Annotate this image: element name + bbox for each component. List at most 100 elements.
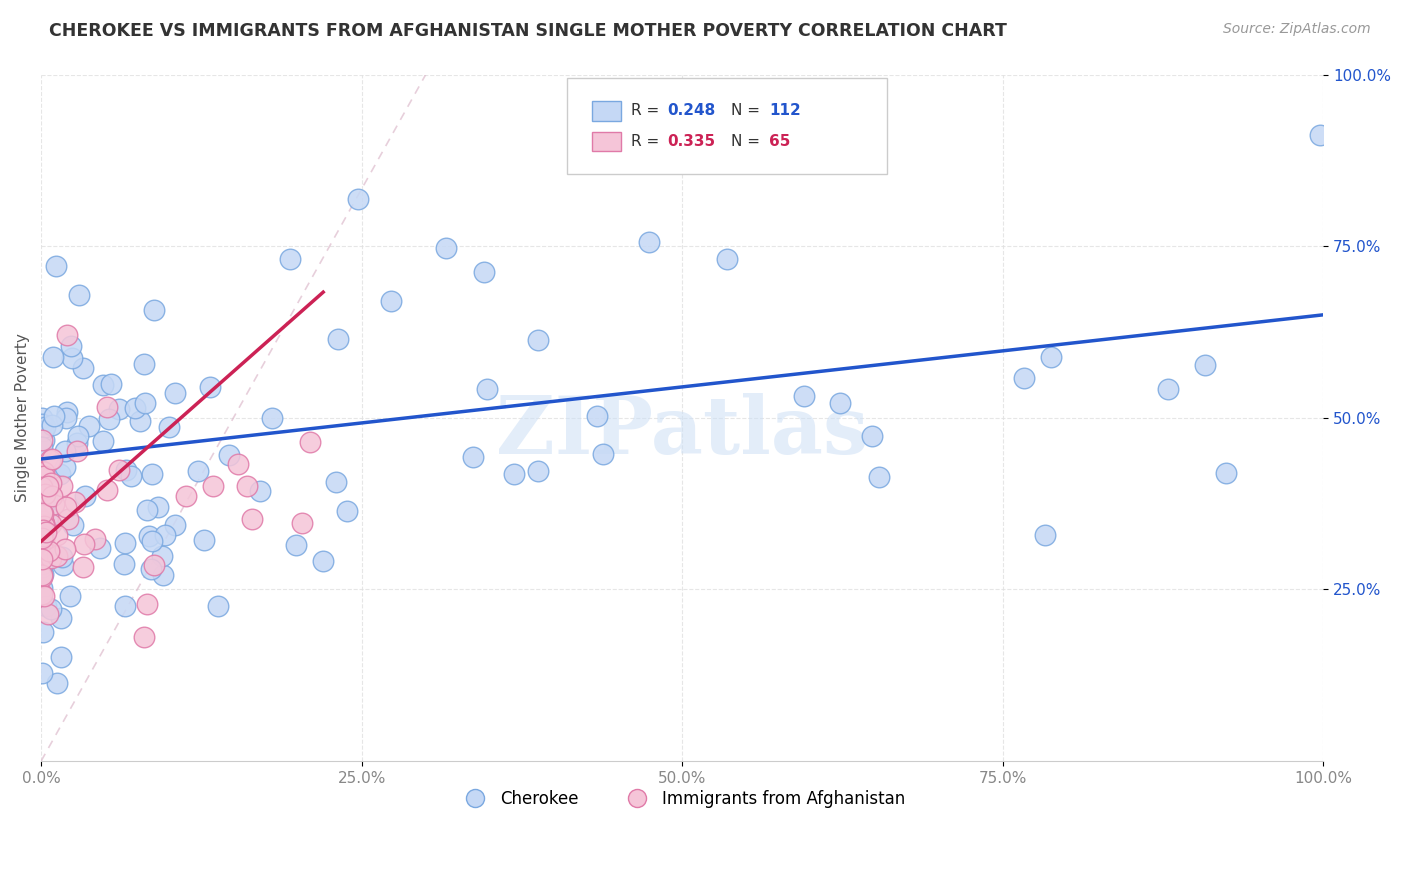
Point bbox=[114, 599, 136, 613]
Point bbox=[32, 494, 55, 508]
Point bbox=[278, 252, 301, 266]
Point bbox=[46, 528, 69, 542]
Point bbox=[153, 527, 176, 541]
Point bbox=[41, 489, 63, 503]
Point bbox=[45, 259, 67, 273]
Y-axis label: Single Mother Poverty: Single Mother Poverty bbox=[15, 334, 30, 502]
Bar bbox=[592, 131, 620, 151]
Point bbox=[1039, 350, 1062, 364]
Point bbox=[31, 524, 53, 539]
Point bbox=[114, 536, 136, 550]
Point bbox=[249, 484, 271, 499]
Point bbox=[174, 489, 197, 503]
Point bbox=[31, 506, 53, 520]
Point bbox=[32, 517, 55, 532]
Point bbox=[1309, 128, 1331, 142]
Text: 0.248: 0.248 bbox=[666, 103, 716, 119]
Point bbox=[32, 433, 55, 447]
Point bbox=[31, 547, 53, 561]
Point bbox=[503, 467, 526, 481]
Point bbox=[53, 459, 76, 474]
Point bbox=[60, 351, 83, 365]
Point bbox=[262, 411, 284, 425]
Point bbox=[49, 610, 72, 624]
Point bbox=[527, 464, 550, 478]
Point bbox=[31, 541, 53, 555]
Point bbox=[291, 516, 314, 530]
Point bbox=[139, 562, 162, 576]
Point bbox=[31, 519, 53, 533]
Point bbox=[284, 538, 307, 552]
Point bbox=[32, 590, 55, 604]
Point bbox=[107, 463, 129, 477]
Point bbox=[89, 541, 111, 555]
Point bbox=[475, 382, 498, 396]
Point bbox=[63, 495, 86, 509]
Point bbox=[236, 479, 259, 493]
Point bbox=[35, 524, 58, 539]
Point bbox=[55, 410, 77, 425]
Point bbox=[100, 376, 122, 391]
Point bbox=[1194, 359, 1216, 373]
Point bbox=[1033, 528, 1056, 542]
Point bbox=[51, 549, 73, 564]
Point bbox=[32, 523, 55, 537]
Point bbox=[193, 533, 215, 548]
Point bbox=[31, 480, 53, 494]
Point bbox=[112, 557, 135, 571]
Point bbox=[434, 241, 457, 255]
Point bbox=[132, 631, 155, 645]
Point bbox=[62, 517, 84, 532]
Point bbox=[107, 402, 129, 417]
Point bbox=[42, 497, 65, 511]
Point bbox=[53, 443, 76, 458]
Point bbox=[163, 517, 186, 532]
Point bbox=[200, 380, 222, 394]
Point bbox=[41, 350, 63, 364]
Point bbox=[96, 483, 118, 497]
Point bbox=[41, 451, 63, 466]
Point bbox=[346, 192, 368, 206]
Text: ZIPatlas: ZIPatlas bbox=[496, 392, 869, 471]
Point bbox=[31, 417, 53, 431]
Point bbox=[91, 434, 114, 448]
Point bbox=[59, 339, 82, 353]
Point bbox=[845, 130, 868, 145]
Point bbox=[46, 676, 69, 690]
Point bbox=[31, 514, 53, 528]
Point bbox=[31, 569, 53, 583]
Point bbox=[31, 552, 53, 566]
Point bbox=[52, 558, 75, 573]
Point bbox=[53, 541, 76, 556]
Point bbox=[136, 598, 159, 612]
Point bbox=[472, 265, 495, 279]
Point bbox=[187, 464, 209, 478]
Point bbox=[32, 468, 55, 483]
Point bbox=[39, 550, 62, 565]
Point bbox=[56, 511, 79, 525]
Point bbox=[31, 587, 53, 601]
Point bbox=[132, 357, 155, 371]
Point bbox=[69, 288, 91, 302]
Point bbox=[67, 429, 90, 443]
Point bbox=[526, 333, 548, 347]
Text: Source: ZipAtlas.com: Source: ZipAtlas.com bbox=[1223, 22, 1371, 37]
Point bbox=[31, 434, 53, 448]
Point bbox=[31, 566, 53, 581]
Legend: Cherokee, Immigrants from Afghanistan: Cherokee, Immigrants from Afghanistan bbox=[453, 783, 912, 814]
Point bbox=[31, 568, 53, 582]
Point bbox=[124, 401, 146, 415]
Point bbox=[56, 404, 79, 418]
FancyBboxPatch shape bbox=[567, 78, 887, 174]
Point bbox=[48, 467, 70, 481]
Point bbox=[134, 396, 156, 410]
Point bbox=[207, 599, 229, 613]
Point bbox=[31, 532, 53, 546]
Point bbox=[138, 529, 160, 543]
Point bbox=[860, 429, 883, 443]
Point bbox=[380, 293, 402, 308]
Point bbox=[31, 538, 53, 552]
Point bbox=[96, 401, 118, 415]
Text: 112: 112 bbox=[769, 103, 801, 119]
Point bbox=[114, 463, 136, 477]
